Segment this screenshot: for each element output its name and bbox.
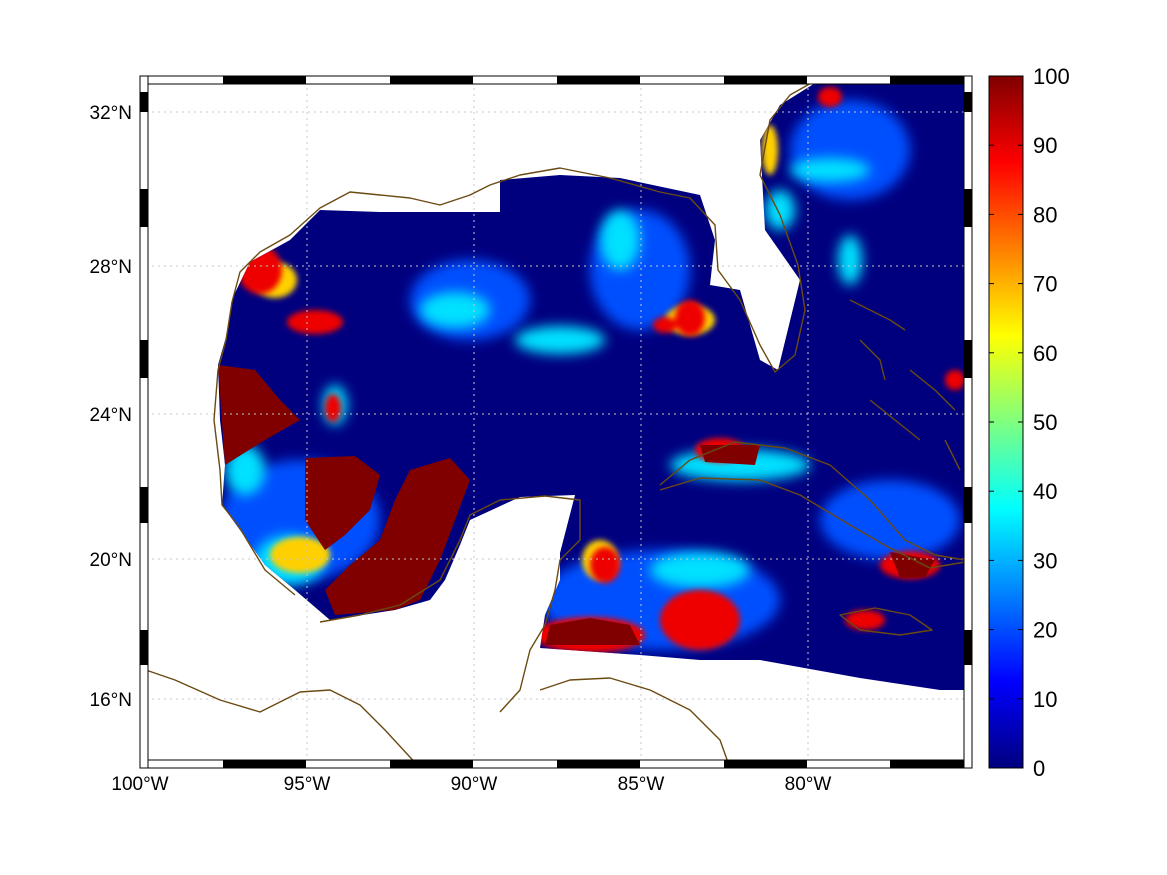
y-tick-label: 20°N — [90, 550, 132, 571]
frame-left-band — [139, 75, 149, 769]
colorbar-tick-label: 90 — [1033, 133, 1057, 158]
x-tick-label: 80°W — [785, 774, 832, 795]
bahamas-islands — [849, 299, 961, 471]
y-tick-labels: 32°N 28°N 24°N 20°N 16°N — [90, 103, 132, 711]
frame-black-segments — [140, 76, 972, 768]
colorbar-tick-label: 100 — [1033, 64, 1070, 89]
y-tick-label: 24°N — [90, 405, 132, 426]
frame-border-bands — [139, 75, 973, 769]
y-tick-label: 16°N — [90, 690, 132, 711]
hispaniola-jamaica — [839, 607, 933, 636]
central-america-coast — [539, 677, 731, 769]
x-tick-labels: 100°W 95°W 90°W 85°W 80°W — [111, 774, 831, 795]
cuba-coast — [659, 441, 966, 569]
colorbar-tick-label: 70 — [1033, 272, 1057, 297]
frame-right-band — [963, 75, 973, 769]
colorbar-tick-label: 20 — [1033, 618, 1057, 643]
x-tick-label: 95°W — [284, 774, 331, 795]
grid-lines — [140, 76, 972, 768]
y-tick-label: 28°N — [90, 257, 132, 278]
colorbar-tick-label: 40 — [1033, 479, 1057, 504]
colorbar-tick-label: 60 — [1033, 341, 1057, 366]
colorbar-tick-label: 50 — [1033, 410, 1057, 435]
x-tick-label: 100°W — [111, 774, 168, 795]
field-darkred-layer — [218, 365, 935, 645]
y-tick-label: 32°N — [90, 103, 132, 124]
colorbar-tick-label: 80 — [1033, 202, 1057, 227]
yucatan-coast — [319, 495, 581, 713]
x-tick-label: 85°W — [618, 774, 665, 795]
colorbar-tick-label: 30 — [1033, 548, 1057, 573]
colorbar-gradient — [988, 75, 1024, 769]
x-tick-label: 90°W — [451, 774, 498, 795]
colorbar-tick-label: 0 — [1033, 756, 1045, 781]
colorbar-tick-label: 10 — [1033, 687, 1057, 712]
gulf-coast-line — [139, 667, 421, 769]
mexico-us-gulf-coast — [213, 77, 821, 596]
coastlines — [139, 77, 966, 769]
